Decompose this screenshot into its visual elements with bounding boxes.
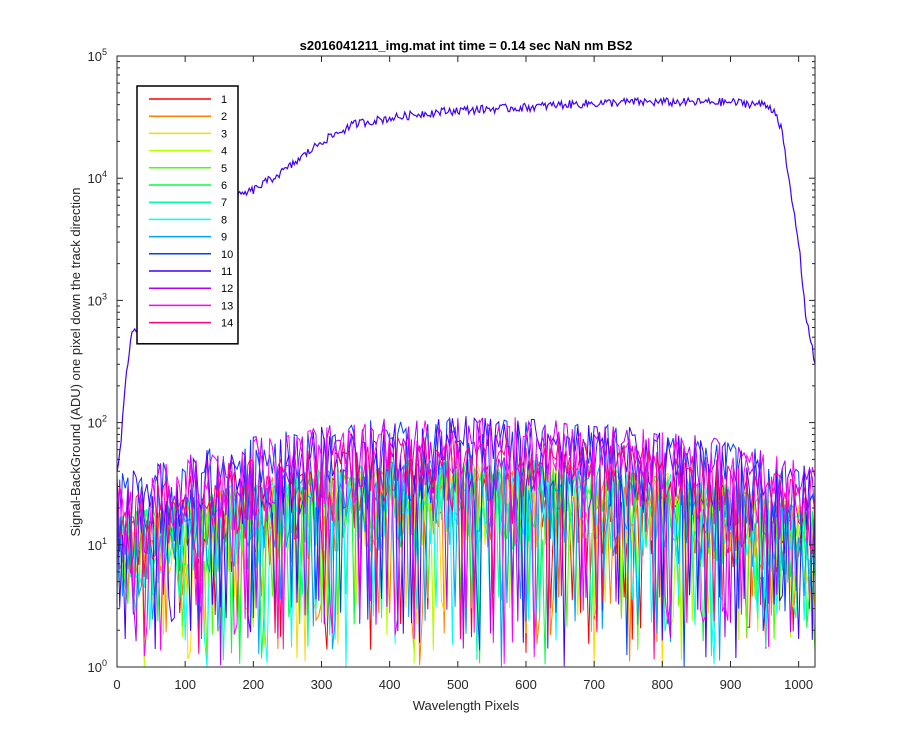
- y-axis-label: Signal-BackGround (ADU) one pixel down t…: [68, 187, 83, 536]
- y-tick-label: 103: [88, 291, 107, 308]
- x-tick-label: 300: [311, 677, 333, 692]
- axes-box: [116, 55, 816, 668]
- legend-label-8: 8: [221, 214, 227, 226]
- legend-label-3: 3: [221, 128, 227, 140]
- series-11-line: [116, 416, 816, 667]
- x-tick-label: 1000: [784, 677, 813, 692]
- noise-layer: [116, 416, 816, 667]
- series-12-line: [116, 417, 816, 666]
- x-tick-label: 100: [174, 677, 196, 692]
- y-tick-label: 102: [88, 414, 107, 431]
- x-tick-label: 600: [515, 677, 537, 692]
- x-tick-label: 0: [113, 677, 120, 692]
- series-13-line: [116, 417, 816, 664]
- legend-label-13: 13: [221, 300, 233, 312]
- x-tick-label: 200: [242, 677, 264, 692]
- y-tick-label: 101: [88, 536, 107, 553]
- legend-box: [136, 85, 239, 345]
- legend-label-4: 4: [221, 146, 227, 158]
- series-14-line: [116, 437, 816, 660]
- legend-label-12: 12: [221, 283, 233, 295]
- y-tick-label: 105: [88, 47, 107, 64]
- legend-label-6: 6: [221, 180, 227, 192]
- legend-label-2: 2: [221, 111, 227, 123]
- x-tick-label: 900: [720, 677, 742, 692]
- legend-label-10: 10: [221, 249, 233, 261]
- chart-title: s2016041211_img.mat int time = 0.14 sec …: [300, 38, 633, 53]
- x-tick-label: 400: [379, 677, 401, 692]
- y-tick-label: 100: [88, 658, 107, 675]
- legend-label-9: 9: [221, 232, 227, 244]
- legend-label-14: 14: [221, 318, 233, 330]
- x-tick-label: 800: [651, 677, 673, 692]
- y-tick-label: 104: [88, 169, 107, 186]
- legend-label-7: 7: [221, 197, 227, 209]
- x-tick-label: 700: [583, 677, 605, 692]
- legend-label-1: 1: [221, 94, 227, 106]
- x-axis-label: Wavelength Pixels: [413, 698, 520, 713]
- x-tick-label: 500: [447, 677, 469, 692]
- legend-label-11: 11: [221, 266, 232, 278]
- x-axis: 0 100 200 300 400 500 600 700 800 900 1000: [113, 56, 813, 692]
- legend-label-5: 5: [221, 163, 227, 175]
